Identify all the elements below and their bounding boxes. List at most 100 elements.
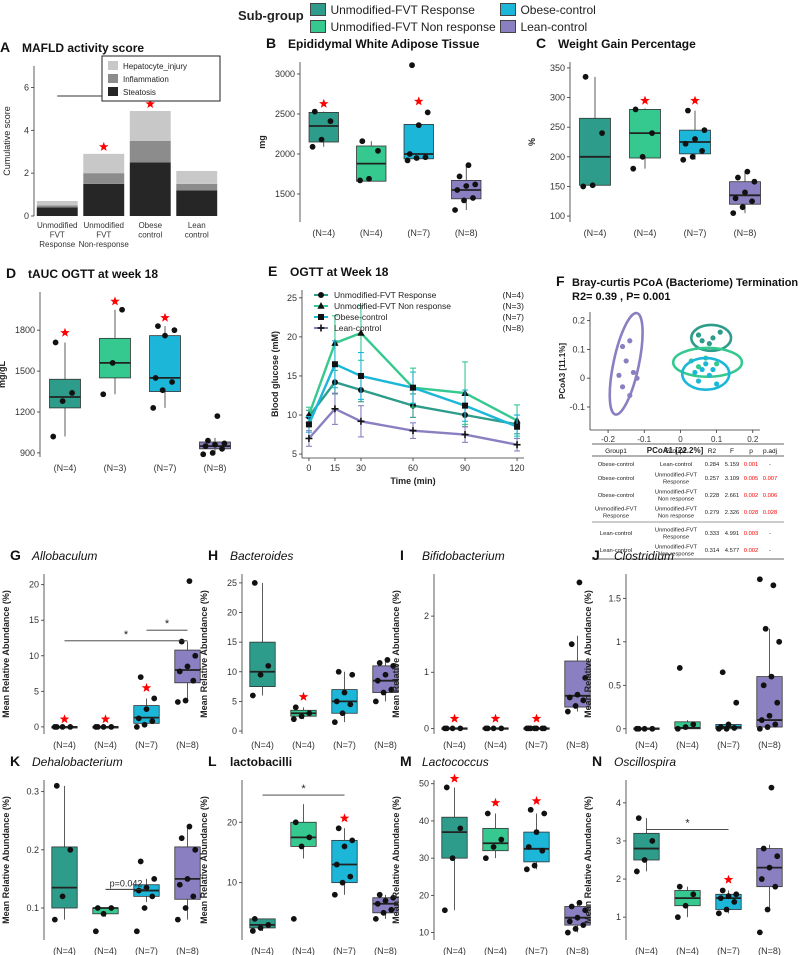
- data-point: [184, 663, 191, 670]
- data-point: [564, 708, 571, 715]
- n-label: (N=7): [333, 946, 356, 955]
- stack-legend-label: Hepatocyte_injury: [123, 62, 187, 71]
- panel-subtitle: R2= 0.39 , P= 0.001: [572, 291, 670, 303]
- legend-item-obese: Obese-control: [500, 1, 596, 19]
- data-point: [424, 109, 431, 116]
- panel-title: tAUC OGTT at week 18: [28, 267, 158, 281]
- data-point: [633, 868, 640, 875]
- data-point: [376, 659, 383, 666]
- data-point: [372, 915, 379, 922]
- x-tick-label: FVT: [50, 231, 65, 240]
- legend-item-lean: Lean-control: [500, 18, 587, 36]
- data-point: [682, 724, 689, 730]
- data-point: [733, 891, 740, 898]
- x-tick-label: Unmodified: [84, 221, 124, 230]
- data-point: [94, 905, 101, 911]
- table-cell: Obese-control: [598, 493, 634, 499]
- box-0: [51, 846, 78, 909]
- y-tick-label: 10: [419, 928, 429, 938]
- data-point: [108, 905, 115, 911]
- table-cell: Non response: [658, 551, 694, 557]
- y-tick-label: 0: [232, 726, 237, 736]
- box-1: [482, 827, 509, 852]
- data-point: [649, 725, 656, 732]
- pcoa-point: [717, 329, 723, 335]
- y-tick-label: 100: [550, 211, 565, 221]
- data-point: [186, 823, 193, 830]
- n-label: (N=4): [53, 740, 76, 750]
- x-tick-label: 0: [678, 435, 683, 444]
- data-point: [59, 723, 66, 730]
- data-point: [566, 694, 573, 701]
- data-point: [774, 699, 781, 706]
- data-point: [676, 883, 683, 890]
- line-legend-label: Lean-control: [334, 323, 381, 333]
- n-label: (N=4): [635, 740, 658, 750]
- data-point: [582, 907, 589, 914]
- y-tick-label: 5: [232, 696, 237, 706]
- n-label: (N=8): [734, 228, 757, 238]
- data-point: [531, 862, 538, 869]
- data-point: [341, 689, 348, 696]
- table-cell-padj: -: [769, 531, 771, 537]
- pcoa-point: [699, 338, 705, 344]
- y-tick-label: 20: [227, 608, 237, 618]
- data-point: [472, 181, 479, 188]
- box-0: [441, 816, 468, 859]
- data-point: [176, 668, 183, 675]
- significance-star: [145, 99, 155, 108]
- data-point: [292, 704, 299, 711]
- n-label: (N=8): [176, 740, 199, 750]
- significance-star: [531, 795, 542, 805]
- data-point: [717, 895, 724, 901]
- data-point: [760, 682, 767, 689]
- data-point: [580, 697, 587, 704]
- data-point: [59, 398, 66, 404]
- y-tick-label: 25: [287, 293, 297, 303]
- n-label: (N=4): [676, 740, 699, 750]
- panel-N: N Oscillospira 1 2 3 4 Mean Relative Abundance…: [583, 753, 783, 955]
- panel-letter: D: [6, 265, 16, 281]
- data-point: [635, 815, 642, 821]
- data-point: [390, 662, 397, 669]
- data-point: [568, 641, 575, 648]
- bar-Inflammation: [129, 141, 171, 163]
- y-axis-label: Mean Relative Abundance (%): [1, 796, 11, 924]
- table-header: R2: [708, 448, 717, 455]
- box-2: [149, 335, 181, 392]
- panel-letter: E: [268, 263, 277, 279]
- legend-label-nonresponse: Unmodified-FVT Non response: [330, 19, 496, 34]
- data-point: [162, 332, 168, 339]
- data-point: [751, 178, 758, 185]
- data-point: [290, 716, 297, 723]
- significance-star: [490, 713, 501, 723]
- significance-star: [110, 296, 120, 306]
- data-point: [731, 899, 738, 905]
- data-point: [533, 829, 540, 835]
- data-point: [251, 579, 258, 586]
- bar-Steatosis: [36, 207, 78, 216]
- data-point: [717, 724, 724, 730]
- y-axis-label: Mean Relative Abundance (%): [583, 796, 593, 924]
- data-point: [564, 929, 571, 936]
- bar-Hepatocyte_injury: [83, 153, 125, 174]
- panel-title: Allobaculum: [31, 549, 97, 563]
- legend-item-nonresponse: Unmodified-FVT Non response: [310, 18, 496, 36]
- data-point: [725, 721, 732, 728]
- panel-letter: A: [0, 39, 10, 55]
- data-point: [756, 725, 763, 732]
- data-point: [731, 725, 738, 731]
- legend-swatch-nonresponse: [310, 20, 326, 34]
- panel-letter: H: [208, 547, 218, 563]
- data-point: [214, 413, 221, 419]
- data-point: [318, 136, 325, 143]
- box-0: [633, 832, 660, 861]
- y-tick-label: 0: [580, 373, 585, 383]
- data-point: [311, 108, 318, 115]
- stack-legend-box: [101, 55, 221, 102]
- n-label: (N=4): [292, 740, 315, 750]
- table-cell: Response: [663, 479, 689, 485]
- significance-star: [319, 98, 329, 108]
- data-point: [689, 153, 696, 160]
- data-point: [100, 910, 107, 917]
